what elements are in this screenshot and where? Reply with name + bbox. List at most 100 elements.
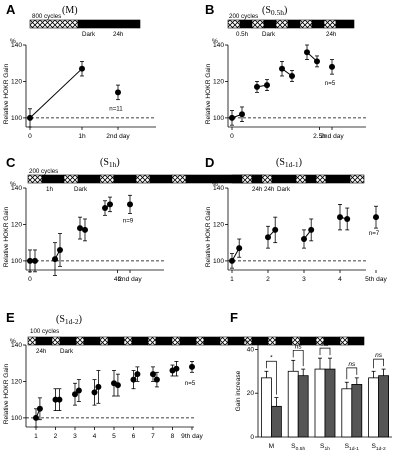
panel-a-data-point <box>79 65 85 72</box>
panel-e-schedule-bar-seg <box>155 336 173 346</box>
panel-b-schedule-bar-seg <box>335 19 355 29</box>
panel-d-schedule-bar-seg <box>261 174 273 184</box>
panel-e-data-point <box>36 405 43 412</box>
panel-e-schedule-bar-seg <box>171 336 181 346</box>
panel-e-schedule-bar-seg <box>219 336 229 346</box>
panel-c-data-point <box>102 205 108 212</box>
panel-a-title: (M) <box>62 5 78 16</box>
panel-c-x-tick-label: 4h <box>114 276 122 283</box>
panel-f-bar <box>260 377 272 438</box>
panel-f-letter: F <box>230 310 238 325</box>
panel-a-data-point <box>27 114 33 121</box>
panel-d-schedule-bar-seg <box>295 174 307 184</box>
panel-f-x-tick-label: M <box>269 443 275 450</box>
panel-e-y-tick-label: 120 <box>11 378 22 385</box>
panel-f-x-tick-label: S1d-1 <box>345 443 360 452</box>
panel-d-x-tick-label: 4 <box>338 276 342 283</box>
panel-b-x-tick-label: 2nd day <box>320 133 344 140</box>
panel-d-y-label: Relative HOKR Gain <box>205 206 212 267</box>
panel-d-letter: D <box>205 155 214 170</box>
panel-c-data-point <box>52 256 58 263</box>
panel-e-data-point <box>134 371 141 378</box>
panel-a-schedule-bar-seg <box>29 19 79 29</box>
panel-c-schedule-bar-seg <box>77 174 101 184</box>
panel-b-hours-label: 24h <box>326 31 337 38</box>
panel-b-schedule-bar-seg <box>251 19 265 29</box>
panel-e-title: (S1d-2) <box>56 314 82 326</box>
panel-e-schedule-bar-seg <box>195 336 205 346</box>
panel-d-schedule-bar-seg <box>305 174 317 184</box>
panel-e-schedule-bar-seg <box>251 336 269 346</box>
panel-e-n-label: n=5 <box>185 380 196 387</box>
panel-b-n-label: n=5 <box>325 80 336 87</box>
panel-a-schedule-bar <box>29 19 141 29</box>
panel-c-y-label: Relative HOKR Gain <box>3 206 10 267</box>
panel-a-y-unit: % <box>10 38 16 45</box>
panel-e-y-label: Relative HOKR Gain <box>3 363 10 424</box>
panel-a-dark-label: Dark <box>82 31 96 38</box>
panel-b-y-unit: % <box>212 38 218 45</box>
panel-b-schedule-bar-seg <box>239 19 253 29</box>
panel-e-dark-label: Dark <box>60 348 74 355</box>
panel-c-hours-label: 24h <box>264 186 275 193</box>
panel-d-schedule-bar-seg <box>271 174 297 184</box>
panel-d-y-tick-label: 120 <box>213 221 224 228</box>
panel-b-data-point <box>229 114 235 121</box>
panel-c-data-point <box>32 257 38 264</box>
panel-c-title: (S1h) <box>100 157 120 169</box>
panel-f-bar <box>351 384 363 438</box>
panel-d-title: (S1d-1) <box>276 157 302 169</box>
panel-c-data-point <box>27 257 33 264</box>
panel-d-x-tick-label: 1 <box>230 276 234 283</box>
panel-a-n-label: n=11 <box>109 105 123 112</box>
panel-d-y-unit: % <box>212 181 218 188</box>
panel-c-y-unit: % <box>10 181 16 188</box>
panel-e-x-tick-label: 7 <box>151 433 155 440</box>
panel-a-schedule-bar-seg <box>77 19 141 29</box>
panel-b-schedule-bar-seg <box>227 19 241 29</box>
panel-d-x-tick-label: 3 <box>302 276 306 283</box>
panel-e-data-point <box>33 414 39 421</box>
panel-e-schedule-bar-seg <box>123 336 133 346</box>
panel-c-data-point <box>57 246 63 253</box>
panel-a-hours-label: 24h <box>113 31 124 38</box>
panel-d-schedule-bar-seg <box>349 174 365 184</box>
panel-f-x-tick-label: S1d-2 <box>371 443 386 452</box>
panel-e-interval-label: 24h <box>36 348 47 355</box>
panel-f-y-unit: % <box>242 338 248 345</box>
panel-a-x-tick-label: 2nd day <box>106 133 130 140</box>
panel-d-data-point <box>337 214 343 221</box>
panel-d-data-point <box>344 215 351 222</box>
panel-c-dark-label: Dark <box>74 186 88 193</box>
panel-d-schedule-bar-seg <box>315 174 327 184</box>
panel-b-schedule-bar-seg <box>263 19 277 29</box>
panel-f-bar <box>287 370 299 438</box>
panel-e-data-point <box>173 365 180 372</box>
panel-d-data-point <box>308 226 315 233</box>
panel-a-y-label: Relative HOKR Gain <box>3 63 10 124</box>
panel-b-schedule-bar-seg <box>287 19 301 29</box>
panel-e-data-point <box>56 396 63 403</box>
panel-d-data-point <box>265 234 271 241</box>
panel-f-y-label: Gain increase <box>235 370 242 411</box>
panel-e-y-tick-label: 100 <box>11 415 22 422</box>
panel-b-schedule-bar-seg <box>311 19 325 29</box>
panel-e-y-unit: % <box>10 338 16 345</box>
panel-e-schedule-bar-seg <box>179 336 197 346</box>
panel-e-x-tick-label: 6 <box>132 433 136 440</box>
panel-b-data-point <box>329 63 335 70</box>
panel-e-x-tick-label: 5 <box>112 433 116 440</box>
panel-c-schedule-bar-seg <box>63 174 79 184</box>
panel-e-data-point <box>130 376 137 383</box>
panel-f-bar <box>270 405 282 438</box>
panel-f-y-tick-label: 0 <box>250 434 254 441</box>
panel-f-bar <box>297 375 309 438</box>
panel-e-cycles-label: 100 cycles <box>30 328 59 335</box>
panel-a-y-tick-label: 120 <box>11 78 22 85</box>
panel-b-data-point <box>264 82 270 89</box>
panel-e-schedule-bar-seg <box>83 336 101 346</box>
panel-e-schedule-bar-seg <box>35 336 53 346</box>
panel-b-schedule-bar-seg <box>275 19 289 29</box>
panel-d-interval-label: 24h <box>252 186 263 193</box>
panel-d-n-label: n=7 <box>369 230 380 237</box>
